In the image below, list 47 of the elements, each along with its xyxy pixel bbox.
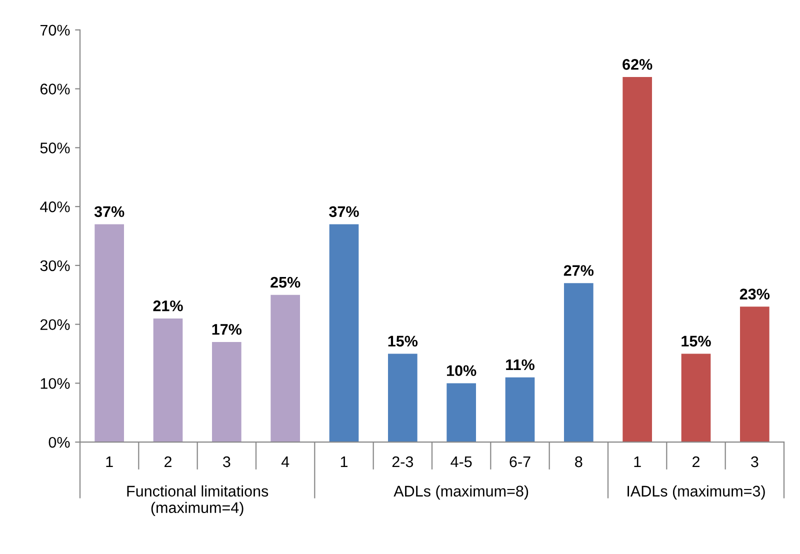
x-tick-label: 2-3 bbox=[392, 456, 414, 468]
x-tick-label: 8 bbox=[575, 456, 582, 468]
bar bbox=[329, 224, 359, 442]
bar bbox=[564, 283, 594, 442]
bar bbox=[505, 377, 535, 442]
data-label: 62% bbox=[622, 59, 652, 70]
y-tick-label: 50% bbox=[40, 142, 70, 154]
bar bbox=[153, 318, 183, 442]
data-label: 15% bbox=[682, 336, 711, 347]
text: ADLs (maximum=8) bbox=[394, 485, 528, 500]
data-label: 11% bbox=[506, 359, 534, 370]
data-label: 15% bbox=[388, 336, 418, 347]
bar bbox=[388, 354, 418, 442]
bar bbox=[681, 354, 711, 442]
y-tick-label: 70% bbox=[40, 24, 70, 36]
x-tick-label: 3 bbox=[223, 456, 230, 468]
y-tick-label: 40% bbox=[40, 201, 70, 212]
x-tick-label: 2 bbox=[164, 456, 172, 468]
x-tick-label: 3 bbox=[751, 456, 758, 468]
data-label: 23% bbox=[740, 288, 770, 300]
bar bbox=[622, 77, 652, 442]
data-label: 37% bbox=[329, 206, 359, 218]
data-label: 25% bbox=[270, 276, 300, 288]
bar bbox=[270, 294, 300, 442]
x-tick-label: 1 bbox=[106, 456, 113, 468]
x-tick-label: 1 bbox=[634, 456, 641, 468]
data-label: 21% bbox=[153, 300, 183, 312]
x-tick-label: 1 bbox=[340, 456, 348, 468]
y-tick-label: 30% bbox=[40, 260, 70, 272]
y-tick-label: 60% bbox=[40, 84, 70, 94]
data-label: 17% bbox=[212, 324, 242, 335]
y-tick-label: 0% bbox=[48, 436, 70, 448]
text: IADLs (maximum=3) bbox=[628, 485, 765, 500]
bar bbox=[740, 306, 770, 442]
y-tick-label: 20% bbox=[40, 319, 70, 330]
bar bbox=[94, 224, 124, 442]
data-label: 27% bbox=[564, 265, 594, 276]
data-label: 10% bbox=[447, 365, 476, 376]
x-tick-label: 2 bbox=[692, 456, 700, 468]
bar bbox=[446, 383, 476, 442]
x-tick-label: 4 bbox=[281, 456, 290, 468]
y-tick-label: 10% bbox=[40, 378, 70, 389]
x-tick-label: 6-7 bbox=[510, 456, 530, 468]
x-tick-label: 4-5 bbox=[450, 456, 472, 468]
bar bbox=[212, 342, 242, 442]
text: Functional limitations (maximum=4) bbox=[127, 485, 268, 516]
data-label: 37% bbox=[94, 206, 124, 218]
